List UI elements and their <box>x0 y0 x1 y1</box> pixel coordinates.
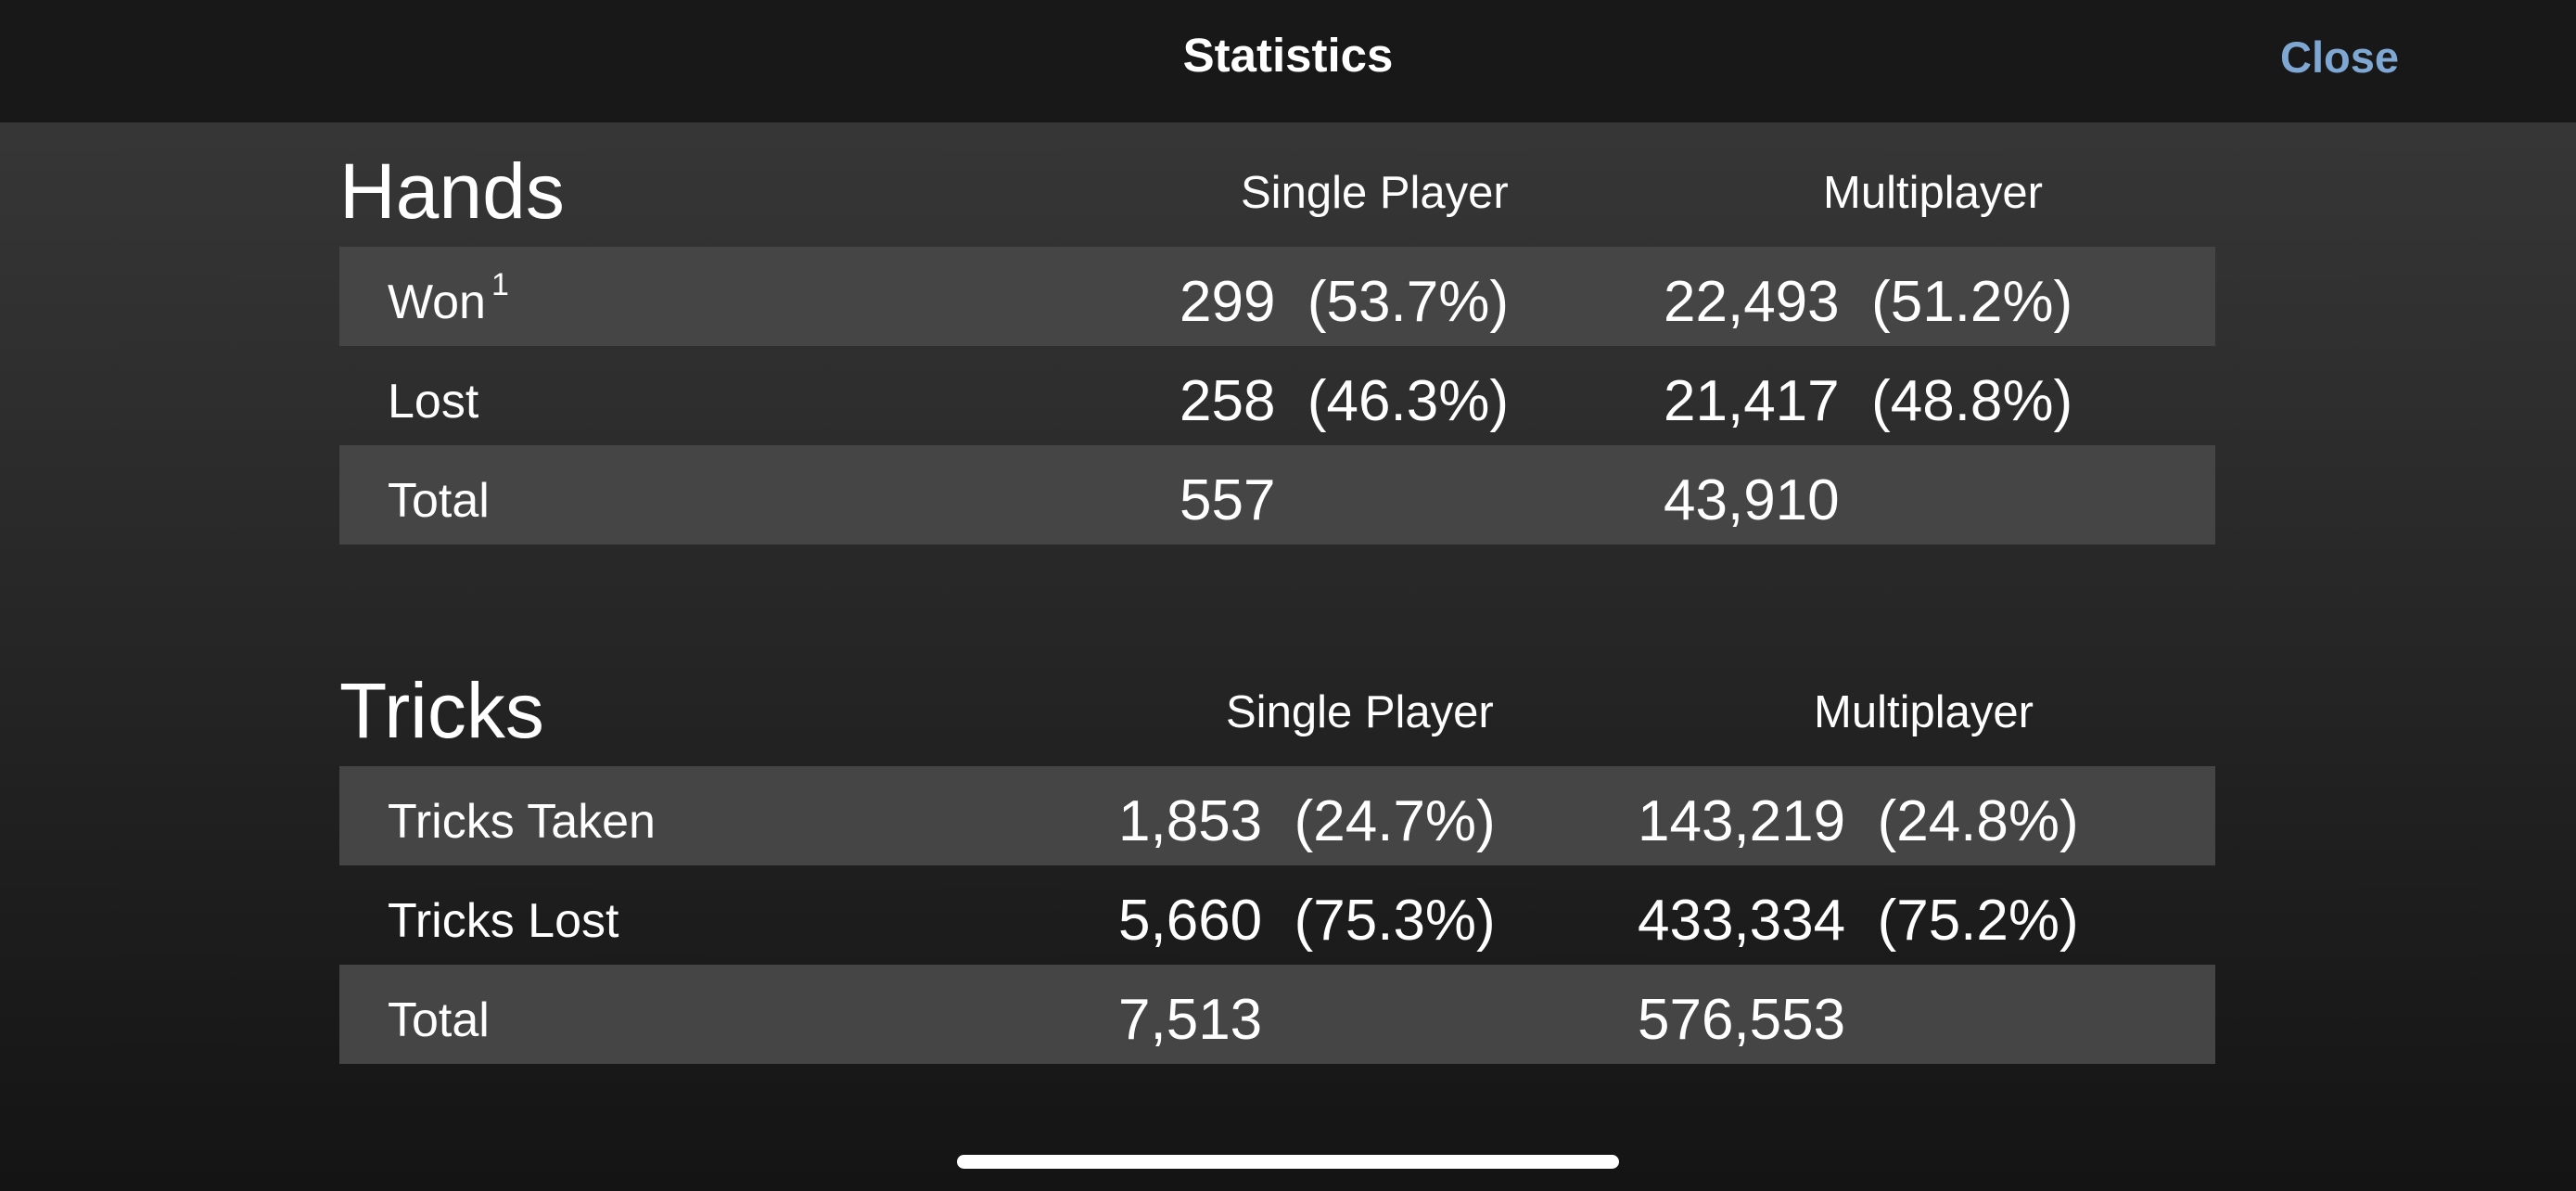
multiplayer-value: 143,219 (24.8%) <box>1638 789 2079 853</box>
table-row-total: Total 557 43,910 <box>339 445 2215 544</box>
single-player-value: 5,660 (75.3%) <box>1118 889 1496 953</box>
single-player-value: 258 (46.3%) <box>1180 369 1509 433</box>
navigation-bar: Statistics Close <box>0 0 2576 122</box>
hands-title: Hands <box>339 147 565 235</box>
hands-section: Hands Single Player Multiplayer Won 1 299… <box>339 147 2215 544</box>
multiplayer-value: 21,417 (48.8%) <box>1664 369 2073 433</box>
hands-header: Hands Single Player Multiplayer <box>339 147 2215 247</box>
multiplayer-value: 43,910 <box>1664 468 1840 532</box>
tricks-multiplayer-header: Multiplayer <box>1814 687 2034 737</box>
table-row-total: Total 7,513 576,553 <box>339 965 2215 1064</box>
row-label: Won 1 <box>388 267 509 330</box>
table-row-won: Won 1 299 (53.7%) 22,493 (51.2%) <box>339 247 2215 346</box>
table-row-tricks-lost: Tricks Lost 5,660 (75.3%) 433,334 (75.2%… <box>339 865 2215 965</box>
single-player-value: 1,853 (24.7%) <box>1118 789 1496 853</box>
close-button[interactable]: Close <box>2280 32 2399 82</box>
home-indicator[interactable] <box>957 1155 1619 1169</box>
hands-multiplayer-header: Multiplayer <box>1823 168 2043 218</box>
tricks-title: Tricks <box>339 667 544 754</box>
row-label: Tricks Taken <box>388 795 656 849</box>
multiplayer-value: 22,493 (51.2%) <box>1664 270 2073 334</box>
tricks-header: Tricks Single Player Multiplayer <box>339 666 2215 766</box>
row-label: Lost <box>388 375 479 429</box>
tricks-table: Tricks Taken 1,853 (24.7%) 143,219 (24.8… <box>339 766 2215 1064</box>
multiplayer-value: 576,553 <box>1638 988 1846 1052</box>
row-label: Tricks Lost <box>388 894 619 948</box>
single-player-value: 299 (53.7%) <box>1180 270 1509 334</box>
single-player-value: 557 <box>1180 468 1276 532</box>
table-row-lost: Lost 258 (46.3%) 21,417 (48.8%) <box>339 346 2215 445</box>
hands-single-player-header: Single Player <box>1241 168 1509 218</box>
row-label: Total <box>388 474 490 528</box>
row-label-text: Won <box>388 275 486 329</box>
multiplayer-value: 433,334 (75.2%) <box>1638 889 2079 953</box>
tricks-section: Tricks Single Player Multiplayer Tricks … <box>339 666 2215 1064</box>
single-player-value: 7,513 <box>1118 988 1263 1052</box>
page-title: Statistics <box>1182 29 1394 82</box>
table-row-tricks-taken: Tricks Taken 1,853 (24.7%) 143,219 (24.8… <box>339 766 2215 865</box>
row-label: Total <box>388 993 490 1047</box>
hands-table: Won 1 299 (53.7%) 22,493 (51.2%) Lost 258… <box>339 247 2215 544</box>
tricks-single-player-header: Single Player <box>1226 687 1494 737</box>
footnote-marker: 1 <box>491 267 509 302</box>
